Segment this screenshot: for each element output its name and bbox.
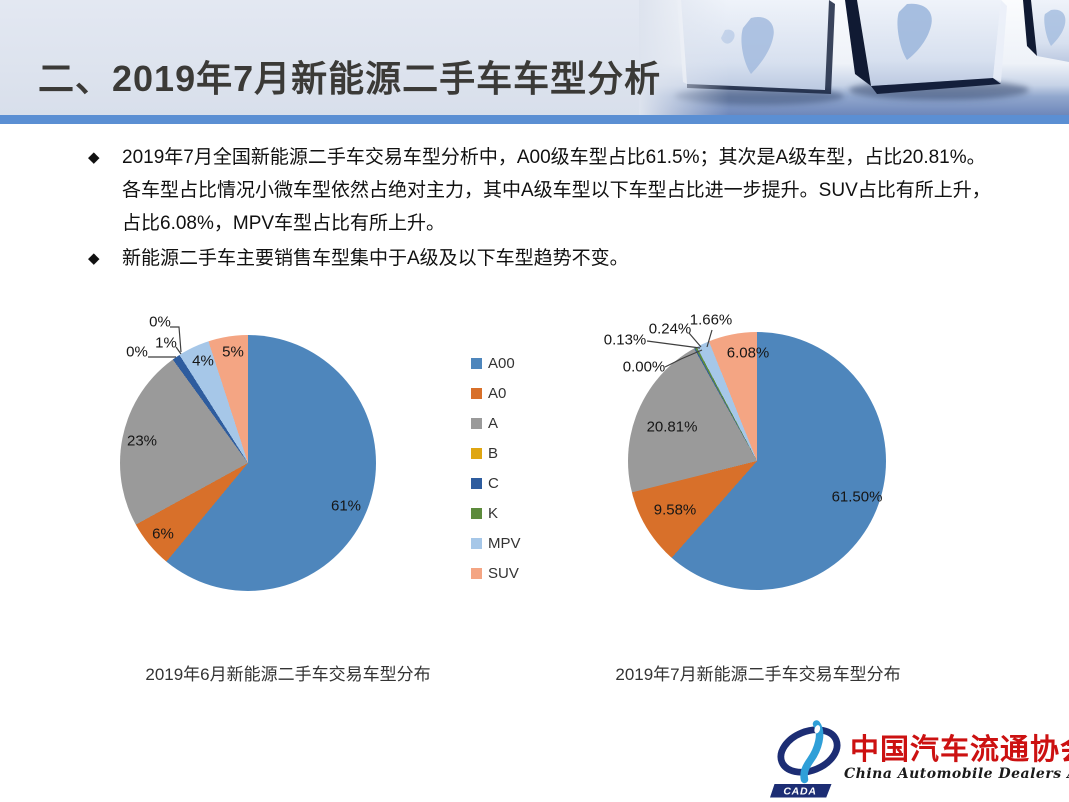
legend-swatch-b [471, 447, 482, 459]
pie-label-a: 23% [126, 432, 158, 450]
legend-swatch-mpv [471, 537, 482, 549]
slide-header: 二、2019年7月新能源二手车车型分析 [0, 0, 1069, 115]
legend-swatch-c [471, 477, 482, 489]
legend-label: A [488, 414, 499, 432]
legend-label: MPV [488, 534, 521, 552]
legend-item-c: C [471, 468, 521, 498]
legend-item-b: B [471, 438, 521, 468]
pie-label-a0: 6% [152, 525, 174, 543]
chart-legend: A00 A0 A B C K MPV SUV [471, 348, 521, 588]
bullet-list: ◆ 2019年7月全国新能源二手车交易车型分析中，A00级车型占比61.5%；其… [88, 141, 993, 275]
legend-item-suv: SUV [471, 558, 521, 588]
legend-label: A00 [488, 354, 515, 372]
pie-label-suv: 6.08% [726, 344, 770, 362]
pie-label-k: 0.24% [648, 320, 692, 338]
legend-swatch-k [471, 507, 482, 519]
pie-label-c: 0.13% [603, 331, 647, 349]
leader-line [646, 340, 701, 349]
page-title: 二、2019年7月新能源二手车车型分析 [38, 58, 662, 99]
legend-item-a00: A00 [471, 348, 521, 378]
pie-chart-july [628, 332, 886, 590]
chart-caption-june: 2019年6月新能源二手车交易车型分布 [145, 665, 431, 684]
pie-label-suv: 5% [222, 343, 244, 361]
legend-item-k: K [471, 498, 521, 528]
cada-emblem-icon: CADA [770, 720, 841, 798]
cube-center [845, 0, 1007, 94]
pie-label-a00: 61% [330, 497, 362, 515]
legend-label: B [488, 444, 499, 462]
pie-label-mpv: 4% [192, 352, 214, 370]
pie-label-k: 0% [149, 313, 171, 331]
pie-label-c: 1% [155, 334, 177, 352]
chart-caption-july: 2019年7月新能源二手车交易车型分布 [615, 665, 901, 684]
bullet-item: ◆ 新能源二手车主要销售车型集中于A级及以下车型趋势不变。 [88, 242, 993, 275]
legend-item-a0: A0 [471, 378, 521, 408]
bullet-item: ◆ 2019年7月全国新能源二手车交易车型分析中，A00级车型占比61.5%；其… [88, 141, 993, 240]
pie-label-a: 20.81% [646, 418, 698, 436]
pie-label-a0: 9.58% [653, 501, 697, 519]
pie-label-mpv: 1.66% [689, 311, 733, 329]
cada-abbr-text: CADA [783, 786, 816, 798]
pie-label-b: 0% [126, 343, 148, 361]
bullet-text: 新能源二手车主要销售车型集中于A级及以下车型趋势不变。 [122, 248, 629, 269]
cubes-decoration-image [639, 0, 1069, 115]
organization-logo: CADA 中国汽车流通协会 China Automobile Dealers A… [770, 718, 1069, 802]
org-name-chinese: 中国汽车流通协会 [850, 734, 1069, 766]
legend-item-a: A [471, 408, 521, 438]
legend-label: SUV [488, 564, 519, 582]
legend-swatch-a00 [471, 357, 482, 369]
legend-swatch-suv [471, 567, 482, 579]
bullet-diamond-icon: ◆ [88, 149, 100, 166]
legend-swatch-a [471, 417, 482, 429]
legend-label: K [488, 504, 499, 522]
legend-label: C [488, 474, 499, 492]
pie-label-a00: 61.50% [831, 488, 883, 506]
cube-right [1023, 0, 1069, 62]
pie-chart-june [120, 335, 376, 591]
pie-label-b: 0.00% [622, 358, 666, 376]
legend-item-mpv: MPV [471, 528, 521, 558]
legend-swatch-a0 [471, 387, 482, 399]
org-name-english: China Automobile Dealers Association [844, 766, 1069, 782]
bullet-diamond-icon: ◆ [88, 250, 100, 267]
header-accent-bar [0, 115, 1069, 124]
legend-label: A0 [488, 384, 507, 402]
bullet-text: 2019年7月全国新能源二手车交易车型分析中，A00级车型占比61.5%；其次是… [122, 147, 991, 234]
